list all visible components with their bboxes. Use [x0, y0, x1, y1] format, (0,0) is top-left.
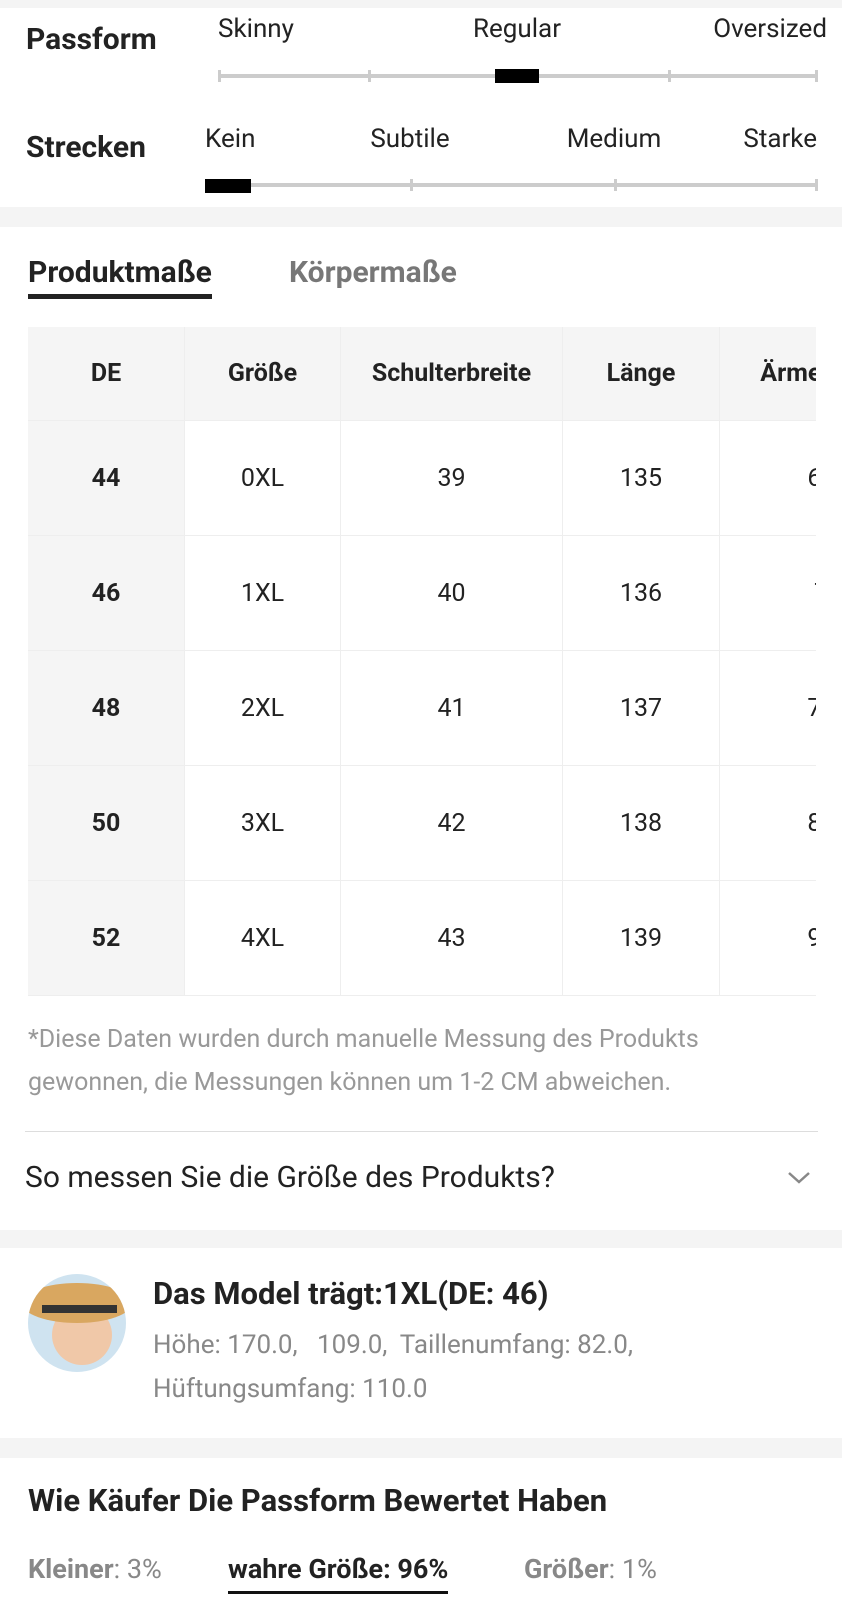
separator	[0, 1438, 842, 1458]
tab-active[interactable]: Produktmaße	[28, 255, 212, 299]
table-cell: 8.	[720, 766, 816, 881]
slider-tick	[218, 70, 221, 82]
model-avatar	[28, 1274, 126, 1372]
table-cell: 4XL	[185, 881, 341, 996]
slider-tick	[815, 179, 818, 191]
separator	[0, 0, 842, 8]
table-header: DE	[28, 327, 185, 421]
rating-value: : 3%	[113, 1553, 162, 1585]
separator	[0, 207, 842, 227]
rating-label: Kleiner	[28, 1553, 114, 1585]
slider-track	[205, 183, 818, 187]
table-cell: 9.	[720, 881, 816, 996]
table-cell: 136	[563, 536, 720, 651]
fit-option: Oversized	[713, 14, 827, 44]
table-header: Größe	[185, 327, 341, 421]
stretch-option: Medium	[566, 124, 662, 154]
slider-marker	[205, 179, 251, 193]
fit-option: Regular	[472, 14, 562, 44]
tab[interactable]: Körpermaße	[289, 255, 457, 290]
table-cell: 43	[341, 881, 563, 996]
note: *Diese Daten wurden durch manuelle Messu…	[28, 1025, 699, 1097]
slider-tick	[614, 179, 617, 191]
strecken-label: Strecken	[26, 130, 146, 165]
slider-tick	[368, 70, 371, 82]
table-cell: 46	[28, 536, 185, 651]
slider-tick	[815, 70, 818, 82]
size-table: DEGrößeSchulterbreiteLängeÄrmel440XL3913…	[28, 327, 816, 997]
table-cell: 41	[341, 651, 563, 766]
table-cell: 52	[28, 881, 185, 996]
how-to-measure[interactable]: So messen Sie die Größe des Produkts?	[25, 1160, 555, 1195]
chevron-icon[interactable]	[786, 1170, 812, 1186]
divider	[25, 1131, 818, 1132]
rating-value: : 96%	[383, 1553, 449, 1585]
table-cell: 44	[28, 421, 185, 536]
table-cell: 2XL	[185, 651, 341, 766]
table-header: Ärmel	[720, 327, 816, 421]
table-cell: 7	[720, 536, 816, 651]
stretch-option: Starke	[743, 124, 817, 154]
model-details: Höhe: 170.0, 109.0, Taillenumfang: 82.0,…	[153, 1330, 640, 1404]
stretch-option: Kein	[205, 124, 256, 154]
fit-option: Skinny	[218, 14, 294, 44]
ratings-title: Wie Käufer Die Passform Bewertet Haben	[28, 1482, 608, 1519]
table-cell: 0XL	[185, 421, 341, 536]
table-cell: 1XL	[185, 536, 341, 651]
table-cell: 7.	[720, 651, 816, 766]
separator	[0, 1230, 842, 1248]
rating-item: Kleiner: 3%	[28, 1553, 162, 1585]
table-cell: 50	[28, 766, 185, 881]
table-cell: 3XL	[185, 766, 341, 881]
rating-label: wahre Größe	[228, 1553, 384, 1585]
stretch-option: Subtile	[370, 124, 450, 154]
passform-label: Passform	[26, 22, 157, 57]
slider-tick	[668, 70, 671, 82]
table-cell: 40	[341, 536, 563, 651]
table-cell: 42	[341, 766, 563, 881]
rating-label: Größer	[524, 1553, 609, 1585]
table-header: Länge	[563, 327, 720, 421]
slider-tick	[410, 179, 413, 191]
rating-value: : 1%	[608, 1553, 657, 1585]
table-cell: 137	[563, 651, 720, 766]
model-title: Das Model trägt:1XL(DE: 46)	[153, 1275, 549, 1312]
table-cell: 138	[563, 766, 720, 881]
table-cell: 6.	[720, 421, 816, 536]
table-header: Schulterbreite	[341, 327, 563, 421]
table-cell: 48	[28, 651, 185, 766]
table-cell: 135	[563, 421, 720, 536]
table-cell: 39	[341, 421, 563, 536]
rating-item: Größer: 1%	[524, 1553, 657, 1585]
rating-item: wahre Größe: 96%	[228, 1553, 449, 1594]
table-cell: 139	[563, 881, 720, 996]
slider-marker	[495, 69, 539, 83]
